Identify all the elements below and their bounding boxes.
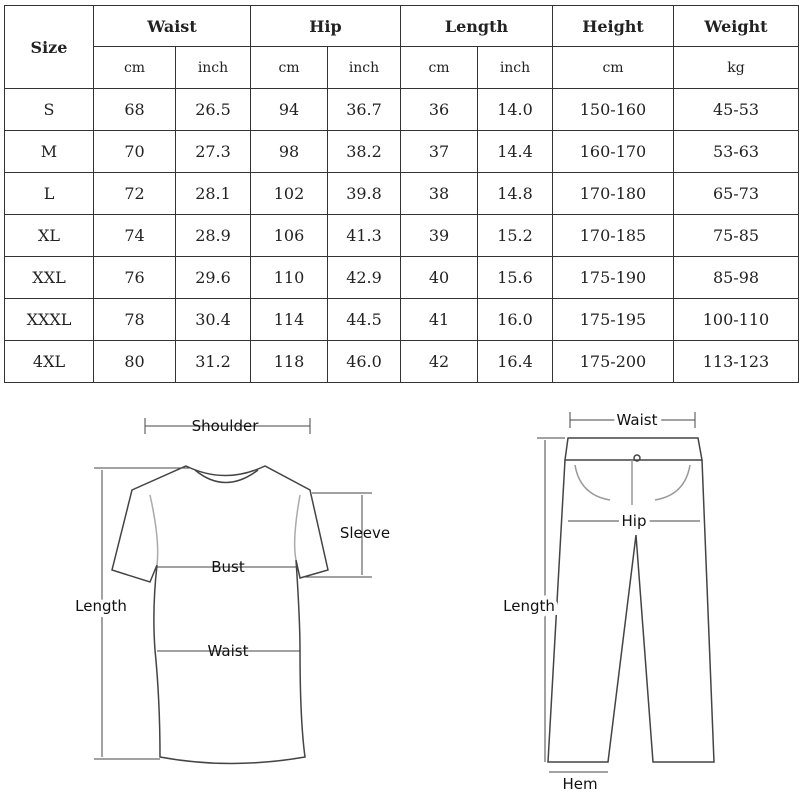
value-cell: 80	[93, 340, 176, 383]
value-cell: 68	[93, 88, 176, 131]
value-cell: 65-73	[673, 172, 799, 215]
pants-diagram	[547, 437, 715, 763]
size-cell: XXL	[4, 256, 94, 299]
value-cell: 160-170	[552, 130, 674, 173]
value-cell: 16.0	[477, 298, 553, 341]
value-cell: 39	[400, 214, 478, 257]
unit-cell: cm	[400, 46, 478, 89]
value-cell: 14.4	[477, 130, 553, 173]
hem-label: Hem	[562, 775, 597, 793]
value-cell: 46.0	[327, 340, 401, 383]
value-cell: 78	[93, 298, 176, 341]
value-cell: 113-123	[673, 340, 799, 383]
value-cell: 27.3	[175, 130, 251, 173]
shirt-length-label: Length	[75, 597, 127, 615]
value-cell: 74	[93, 214, 176, 257]
value-cell: 106	[250, 214, 328, 257]
tshirt-diagram	[111, 465, 329, 765]
value-cell: 15.6	[477, 256, 553, 299]
value-cell: 38	[400, 172, 478, 215]
value-cell: 114	[250, 298, 328, 341]
table-row: XXL 76 29.6 110 42.9 40 15.6 175-190 85-98	[4, 256, 799, 299]
size-cell: 4XL	[4, 340, 94, 383]
unit-cell: cm	[250, 46, 328, 89]
value-cell: 40	[400, 256, 478, 299]
table-row: M 70 27.3 98 38.2 37 14.4 160-170 53-63	[4, 130, 799, 173]
value-cell: 26.5	[175, 88, 251, 131]
hip-label: Hip	[622, 512, 647, 530]
value-cell: 118	[250, 340, 328, 383]
unit-cell: kg	[673, 46, 799, 89]
value-cell: 42	[400, 340, 478, 383]
value-cell: 102	[250, 172, 328, 215]
unit-cell: inch	[175, 46, 251, 89]
size-header: Size	[4, 5, 94, 89]
unit-cell: cm	[93, 46, 176, 89]
value-cell: 28.1	[175, 172, 251, 215]
sleeve-label: Sleeve	[340, 524, 390, 542]
value-cell: 41.3	[327, 214, 401, 257]
table-row: XL 74 28.9 106 41.3 39 15.2 170-185 75-85	[4, 214, 799, 257]
table-row: L 72 28.1 102 39.8 38 14.8 170-180 65-73	[4, 172, 799, 215]
value-cell: 175-200	[552, 340, 674, 383]
value-cell: 170-180	[552, 172, 674, 215]
length-header: Length	[400, 5, 553, 47]
value-cell: 175-190	[552, 256, 674, 299]
value-cell: 98	[250, 130, 328, 173]
value-cell: 36.7	[327, 88, 401, 131]
shoulder-label: Shoulder	[192, 417, 260, 435]
size-cell: M	[4, 130, 94, 173]
pants-length-label: Length	[503, 597, 555, 615]
value-cell: 94	[250, 88, 328, 131]
value-cell: 175-195	[552, 298, 674, 341]
pants-waist-label: Waist	[617, 411, 658, 429]
value-cell: 150-160	[552, 88, 674, 131]
value-cell: 31.2	[175, 340, 251, 383]
size-cell: XXXL	[4, 298, 94, 341]
unit-cell: inch	[327, 46, 401, 89]
size-chart-table: Size Waist Hip Length Height Weight cm i…	[4, 5, 799, 383]
waist-header: Waist	[93, 5, 251, 47]
bust-label: Bust	[211, 558, 245, 576]
size-cell: XL	[4, 214, 94, 257]
value-cell: 37	[400, 130, 478, 173]
unit-cell: cm	[552, 46, 674, 89]
value-cell: 170-185	[552, 214, 674, 257]
value-cell: 75-85	[673, 214, 799, 257]
weight-header: Weight	[673, 5, 799, 47]
table-row: XXXL 78 30.4 114 44.5 41 16.0 175-195 100-110	[4, 298, 799, 341]
table-row: 4XL 80 31.2 118 46.0 42 16.4 175-200 113-123	[4, 340, 799, 383]
shirt-waist-label: Waist	[208, 642, 249, 660]
value-cell: 16.4	[477, 340, 553, 383]
size-cell: S	[4, 88, 94, 131]
value-cell: 29.6	[175, 256, 251, 299]
unit-cell: inch	[477, 46, 553, 89]
value-cell: 30.4	[175, 298, 251, 341]
